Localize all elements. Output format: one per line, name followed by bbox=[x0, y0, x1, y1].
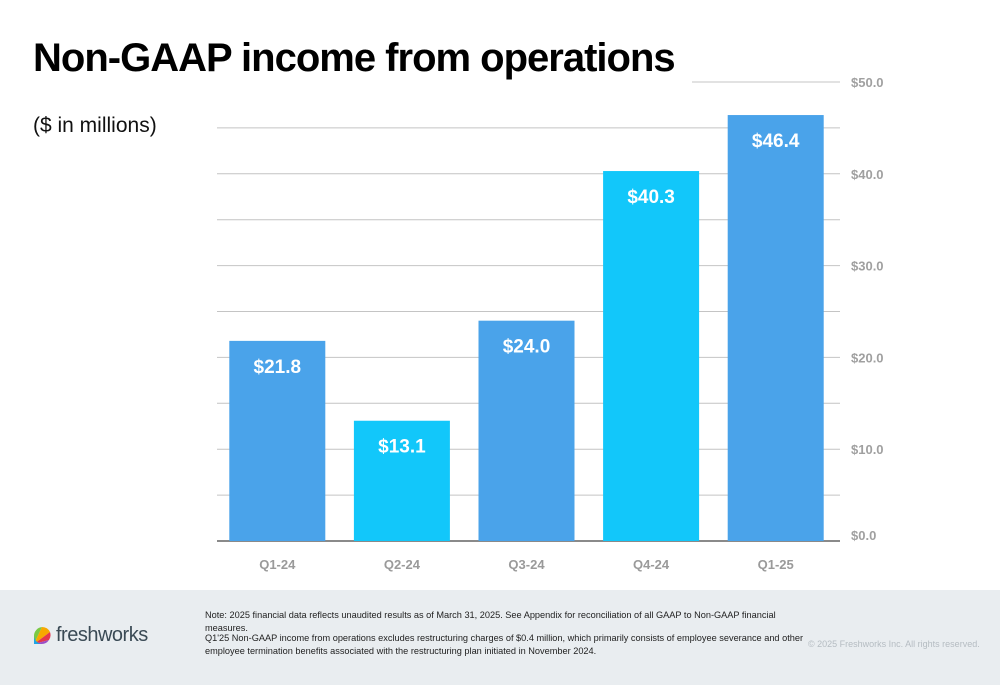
x-tick-label: Q3-24 bbox=[508, 557, 545, 572]
footnote-restructuring: Q1'25 Non-GAAP income from operations ex… bbox=[205, 633, 804, 656]
bars bbox=[229, 115, 824, 541]
x-tick-label: Q2-24 bbox=[384, 557, 421, 572]
x-tick-label: Q1-24 bbox=[259, 557, 296, 572]
bar-q3-24 bbox=[478, 320, 575, 541]
y-tick-label: $0.0 bbox=[851, 528, 876, 543]
data-label: $21.8 bbox=[254, 357, 302, 378]
data-labels: $21.8 $13.1 $24.0 $40.3 $46.4 bbox=[254, 131, 800, 458]
y-tick-label: $20.0 bbox=[851, 350, 884, 365]
freshworks-logo: freshworks bbox=[32, 622, 148, 648]
y-axis: $0.0 $10.0 $20.0 $30.0 $40.0 $50.0 bbox=[851, 75, 884, 543]
bar-q1-24 bbox=[229, 340, 326, 541]
bar-chart: $21.8 $13.1 $24.0 $40.3 $46.4 $0.0 $10.0 $20.0… bbox=[217, 75, 884, 572]
footnote-unaudited: Note: 2025 financial data reflects unaud… bbox=[205, 610, 776, 633]
x-tick-label: Q4-24 bbox=[633, 557, 670, 572]
x-tick-label: Q1-25 bbox=[758, 557, 794, 572]
bar-q4-24 bbox=[603, 171, 700, 541]
data-label: $46.4 bbox=[752, 131, 800, 152]
bar-q2-24 bbox=[353, 420, 450, 541]
y-tick-label: $30.0 bbox=[851, 259, 884, 274]
x-axis: Q1-24 Q2-24 Q3-24 Q4-24 Q1-25 bbox=[259, 557, 794, 572]
chart-subtitle: ($ in millions) bbox=[33, 114, 157, 137]
y-tick-label: $40.0 bbox=[851, 167, 884, 182]
footer bbox=[0, 590, 1000, 685]
data-label: $24.0 bbox=[503, 337, 551, 358]
y-tick-label: $10.0 bbox=[851, 442, 884, 457]
data-label: $13.1 bbox=[378, 437, 426, 458]
bar-q1-25 bbox=[727, 115, 824, 541]
data-label: $40.3 bbox=[627, 187, 675, 208]
copyright-notice: © 2025 Freshworks Inc. All rights reserv… bbox=[808, 639, 980, 649]
chart-title: Non-GAAP income from operations bbox=[33, 36, 676, 80]
y-tick-label: $50.0 bbox=[851, 75, 884, 90]
freshworks-logo-text: freshworks bbox=[56, 623, 148, 646]
freshworks-logo-icon bbox=[33, 627, 51, 645]
